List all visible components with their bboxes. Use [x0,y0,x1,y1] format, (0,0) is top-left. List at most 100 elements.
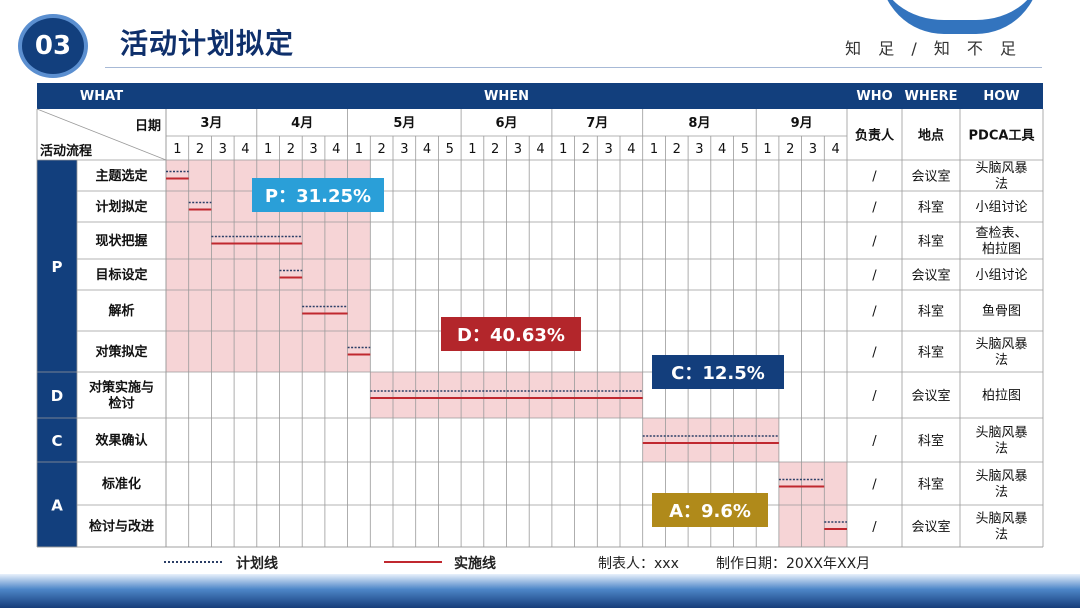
week-label: 2 [673,142,681,157]
task-label: 对策实施与检讨 [89,380,154,412]
who-header: WHO [856,89,892,104]
where-cell: 科室 [918,304,944,320]
who-cell: / [872,235,877,250]
week-label: 1 [559,142,567,157]
section-number-badge: 03 [18,14,88,78]
month-label: 8月 [688,116,710,131]
who-cell: / [872,201,877,216]
process-label: 活动流程 [40,143,92,159]
who-cell: / [872,434,877,449]
phase-label: A [51,497,63,515]
week-label: 1 [355,142,363,157]
how-cell: 小组讨论 [975,268,1027,283]
how-cell: 头脑风暴法 [975,337,1027,368]
who-cell: / [872,305,877,320]
who-cell: / [872,520,877,535]
where-cell: 会议室 [911,169,950,185]
week-label: 2 [582,142,590,157]
month-label: 6月 [495,116,517,131]
week-label: 2 [196,142,204,157]
where-cell: 科室 [918,433,944,449]
how-cell: 头脑风暴法 [975,512,1027,543]
week-label: 2 [491,142,499,157]
month-label: 7月 [586,116,608,131]
who-cell: / [872,389,877,404]
week-label: 3 [309,142,317,157]
week-label: 5 [446,142,454,157]
actual-line-legend-swatch [384,561,442,563]
actual-line-legend-label: 实施线 [454,556,496,572]
phase-label: P [52,258,63,276]
percentage-label: C：12.5% [671,363,765,384]
plan-line-legend-swatch [164,561,222,563]
task-label: 解析 [107,303,134,319]
where-cell: 会议室 [911,268,950,284]
how-cell: 头脑风暴法 [975,426,1027,457]
how-cell: 鱼骨图 [982,303,1021,319]
month-label: 9月 [791,116,813,131]
week-label: 3 [514,142,522,157]
task-label: 现状把握 [95,233,147,249]
week-label: 5 [741,142,749,157]
task-label: 标准化 [101,476,141,492]
header-band [37,83,1043,109]
who-cell: / [872,346,877,361]
week-label: 2 [786,142,794,157]
footer-band [0,574,1080,608]
week-label: 2 [378,142,386,157]
where-col-header: 地点 [918,128,944,144]
week-label: 1 [763,142,771,157]
week-label: 4 [536,142,544,157]
week-label: 3 [809,142,817,157]
what-header: WHAT [80,89,123,104]
how-cell: 小组讨论 [975,200,1027,215]
where-header: WHERE [905,89,958,104]
who-cell: / [872,170,877,185]
week-label: 3 [695,142,703,157]
month-label: 3月 [200,116,222,131]
page-title: 活动计划拟定 [120,27,295,60]
where-cell: 科室 [918,477,944,493]
where-cell: 会议室 [911,388,950,404]
week-label: 4 [423,142,431,157]
plan-line-legend-label: 计划线 [236,556,278,572]
where-cell: 会议室 [911,519,950,535]
shaded-region-A [778,462,847,547]
week-label: 4 [332,142,340,157]
week-label: 1 [173,142,181,157]
week-label: 4 [627,142,635,157]
title-divider [105,67,1042,68]
who-cell: / [872,269,877,284]
who-col-header: 负责人 [855,128,895,144]
percentage-label: D：40.63% [457,325,565,346]
week-label: 3 [605,142,613,157]
task-label: 效果确认 [95,433,148,449]
week-label: 3 [219,142,227,157]
table-maker: 制表人：xxx [598,556,679,572]
percentage-label: P：31.25% [265,186,371,207]
date-label: 日期 [135,119,161,134]
task-label: 目标设定 [95,267,147,283]
percentage-box [252,178,384,212]
how-header: HOW [983,89,1019,104]
percentage-box [652,355,784,389]
how-cell: 查检表、柏拉图 [975,226,1027,257]
task-label: 检讨与改进 [89,519,154,535]
task-label: 对策拟定 [95,344,147,360]
slogan: 知 足 / 知 不 足 [845,39,1022,58]
task-label: 主题选定 [95,168,147,184]
corner-diagonal [36,108,167,161]
week-label: 2 [287,142,295,157]
when-header: WHEN [484,89,529,104]
week-label: 1 [468,142,476,157]
week-label: 1 [650,142,658,157]
how-cell: 柏拉图 [982,389,1021,404]
where-cell: 科室 [918,345,944,361]
week-label: 1 [264,142,272,157]
phase-column [37,160,77,547]
percentage-box [441,317,581,351]
where-cell: 科室 [918,234,944,250]
week-label: 4 [832,142,840,157]
task-label: 计划拟定 [95,199,147,215]
